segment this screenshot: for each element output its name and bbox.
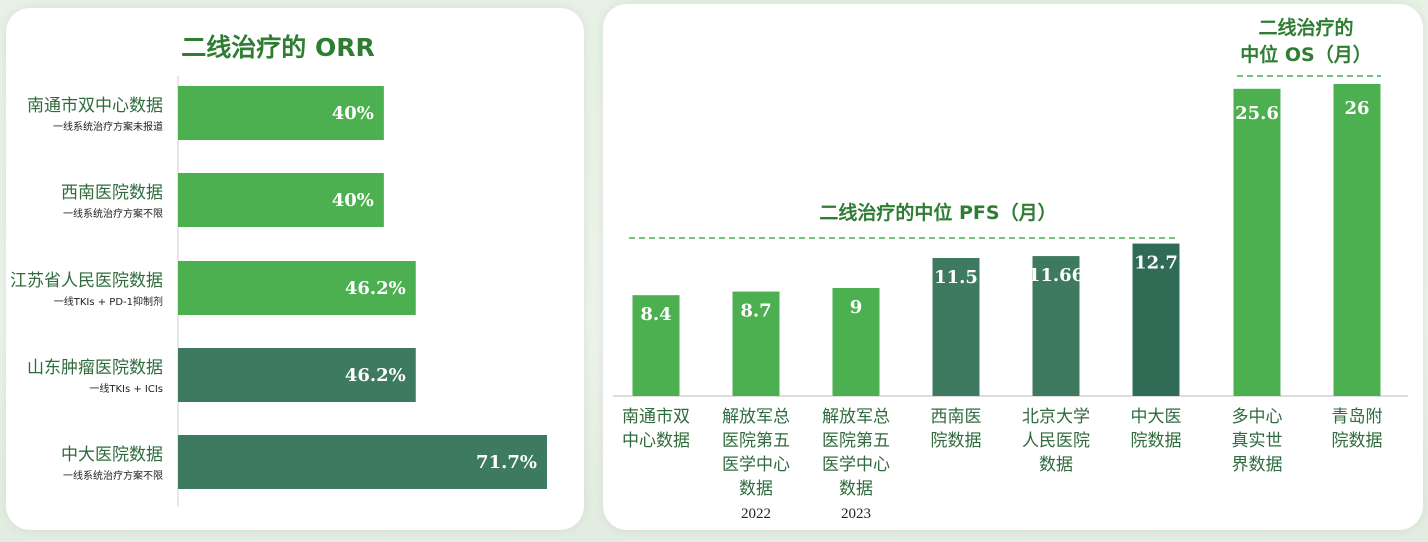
orr-chart-panel: 二线治疗的 ORR 40% 南通市双中心数据一线系统治疗方案未报道 40% 西南医院数据… [6, 8, 584, 530]
survival-category-label: 医院第五 [722, 431, 790, 451]
survival-bar [1032, 256, 1080, 396]
survival-category-label: 中大医 [1131, 407, 1182, 427]
orr-category-label: 南通市双中心数据 [27, 96, 163, 116]
orr-bar-value-label: 71.7% [476, 452, 537, 473]
survival-bar [632, 295, 680, 396]
survival-category-label: 解放军总 [822, 407, 890, 427]
survival-category-label: 人民医院 [1022, 431, 1090, 451]
survival-bar [732, 291, 780, 396]
orr-chart-title: 二线治疗的 ORR [181, 33, 374, 62]
pfs-group-title: 二线治疗的中位 PFS（月） [819, 201, 1056, 224]
orr-category-note: 一线TKIs + PD-1抑制剂 [54, 295, 163, 308]
survival-bar [932, 258, 980, 396]
survival-bar-value-label: 8.4 [640, 304, 671, 325]
survival-category-label: 医学中心 [822, 455, 890, 475]
survival-bar-value-label: 25.6 [1235, 103, 1279, 124]
survival-bar-value-label: 12.7 [1134, 253, 1178, 274]
survival-bar-value-label: 11.66 [1028, 265, 1084, 286]
orr-category-label: 山东肿瘤医院数据 [27, 358, 163, 378]
survival-category-label: 医学中心 [722, 455, 790, 475]
survival-category-label: 界数据 [1232, 455, 1283, 475]
survival-category-label: 北京大学 [1022, 407, 1090, 427]
survival-category-label: 数据 [739, 479, 773, 499]
orr-bar [178, 86, 384, 140]
orr-category-note: 一线系统治疗方案未报道 [53, 120, 163, 133]
orr-bar [178, 435, 547, 489]
pfs-os-bar-chart: 二线治疗的中位 PFS（月） 二线治疗的中位 OS（月） 8.4 南通市双中心数据 8.… [613, 16, 1408, 522]
orr-bar-value-label: 40% [332, 103, 374, 124]
survival-bar [1333, 84, 1381, 396]
orr-category-note: 一线系统治疗方案不限 [63, 207, 163, 220]
os-group-title-line1: 二线治疗的 [1258, 16, 1353, 39]
survival-category-year: 2022 [741, 506, 771, 522]
orr-bar-value-label: 40% [332, 190, 374, 211]
survival-category-label: 真实世 [1232, 431, 1283, 451]
survival-category-label: 多中心 [1232, 407, 1283, 427]
survival-category-label: 西南医 [931, 407, 982, 427]
survival-bar-value-label: 8.7 [740, 301, 771, 322]
orr-bar-value-label: 46.2% [345, 365, 406, 386]
orr-category-label: 江苏省人民医院数据 [10, 271, 163, 291]
survival-category-label: 医院第五 [822, 431, 890, 451]
survival-category-label: 青岛附 [1332, 407, 1383, 427]
pfs-os-chart-panel: 二线治疗的中位 PFS（月） 二线治疗的中位 OS（月） 8.4 南通市双中心数据 8.… [603, 4, 1423, 530]
survival-bar-value-label: 9 [850, 297, 863, 318]
survival-category-label: 院数据 [931, 431, 982, 451]
survival-bar-value-label: 11.5 [934, 267, 978, 288]
survival-bar [1233, 88, 1281, 397]
orr-bar [178, 173, 384, 227]
survival-category-label: 院数据 [1332, 431, 1383, 451]
orr-bar [178, 348, 416, 402]
survival-bar [1132, 243, 1180, 396]
survival-category-label: 中心数据 [622, 431, 690, 451]
survival-category-year: 2023 [841, 506, 871, 522]
orr-category-label: 西南医院数据 [61, 183, 163, 203]
os-group-title-line2: 中位 OS（月） [1240, 43, 1371, 66]
survival-bar-value-label: 26 [1344, 98, 1369, 119]
survival-category-label: 院数据 [1131, 431, 1182, 451]
orr-bar [178, 261, 416, 315]
survival-category-label: 南通市双 [622, 407, 690, 427]
survival-category-label: 数据 [1039, 455, 1073, 475]
orr-bar-value-label: 46.2% [345, 278, 406, 299]
survival-category-label: 解放军总 [722, 407, 790, 427]
survival-category-label: 数据 [839, 479, 873, 499]
survival-bar [832, 288, 880, 396]
orr-category-note: 一线TKIs + ICIs [89, 382, 163, 395]
orr-category-label: 中大医院数据 [61, 445, 163, 465]
orr-category-note: 一线系统治疗方案不限 [63, 469, 163, 482]
